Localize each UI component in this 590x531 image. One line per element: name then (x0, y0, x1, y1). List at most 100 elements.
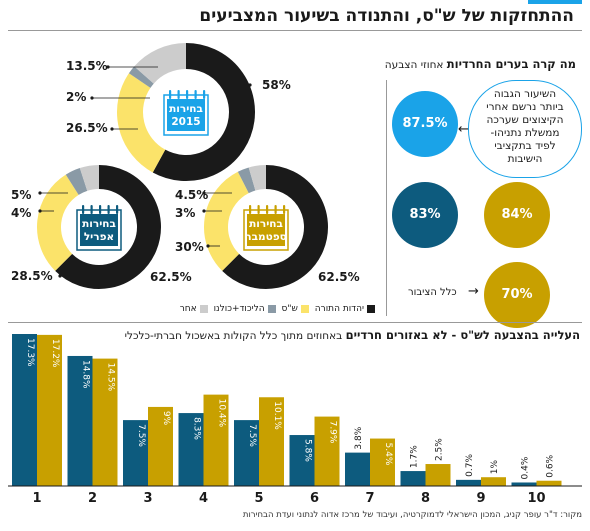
bar-value-label: 17.2% (50, 339, 60, 368)
public-arrow-icon: → (468, 284, 479, 299)
bar-dark-5 (234, 420, 259, 486)
bar-gold-1 (37, 334, 62, 486)
donut-april-likud-slice (65, 168, 88, 196)
calendar-label: 2015 (171, 116, 200, 128)
dapril-shas-label: 28.5% (11, 269, 53, 283)
source-note: מקור: ד"ר עופר קניג, המכון הישראלי לדמוק… (242, 510, 582, 520)
dapril-likud-label: 4% (11, 206, 32, 220)
bar-category-label: 7 (365, 491, 374, 506)
bar-value-label: 14.8% (81, 360, 91, 389)
legend-item-likud: הליכוד+כולנו (214, 304, 279, 314)
note-bubble (468, 80, 582, 178)
bar-gold-3 (148, 406, 173, 486)
d2015-utj-label: 58% (262, 78, 291, 92)
bar-dark-1 (12, 334, 37, 486)
turnout-september-circle: 84% (484, 182, 550, 248)
bar-value-label: 1% (490, 459, 500, 474)
leader-dot (38, 191, 42, 195)
title-rule (8, 30, 582, 31)
bar-value-label: 9% (161, 411, 171, 426)
bar-gold-8 (425, 464, 451, 486)
bar-dark-4 (178, 413, 204, 486)
bar-value-label: 2.5% (435, 438, 445, 461)
right-panel-heading-rest: אחוזי הצבעה (384, 59, 444, 71)
leader-dot (58, 274, 62, 278)
legend-label-shas: ש"ס (281, 304, 298, 314)
bar-dark-3 (123, 420, 148, 486)
donut-april-shas-slice (37, 174, 80, 271)
legend-label-utj: יהדות התורה (314, 304, 364, 314)
legend-swatch-utj (367, 304, 375, 313)
leader-dot (202, 191, 206, 195)
bar-value-label: 0.7% (465, 454, 475, 477)
note-line: ביותר נרשם אחרי (486, 101, 564, 113)
donut-april-other-slice (79, 165, 100, 191)
bar-category-label: 5 (254, 491, 263, 506)
dapril-other-label: 5% (11, 188, 32, 202)
bar-category-label: 8 (421, 491, 430, 506)
note-line: ממשלת נתניהו- (490, 127, 560, 139)
bar-category-label: 4 (199, 491, 208, 506)
dsept-other-label: 4.5% (175, 188, 209, 202)
bar-gold-6 (314, 416, 340, 486)
bar-gold-2 (92, 358, 118, 486)
legend-item-other: אחר (180, 304, 211, 314)
note-line: הקיצוצים שערכה (486, 114, 564, 126)
section-rule (8, 322, 582, 323)
bar-chart-heading-rest: באחוזים מתוך כלל הקולות באשכול חברתי-כלכ… (124, 330, 343, 342)
calendar-label: בחירות (249, 218, 283, 230)
legend-label-likud: הליכוד+כולנו (213, 304, 265, 314)
donut-september-other-slice (248, 165, 267, 191)
calendar-label: אפריל (84, 231, 114, 243)
d2015-likud-label: 2% (66, 90, 87, 104)
bar-value-label: 7.5% (136, 424, 146, 447)
donut-2015-likud-slice (128, 66, 154, 88)
bar-dark-2 (67, 355, 93, 486)
leader-dot (248, 83, 252, 87)
turnout-2015-circle: 87.5% (392, 91, 458, 157)
bar-gold-5 (259, 397, 284, 486)
donut-2015-other-slice (134, 43, 187, 85)
bar-category-label: 2 (88, 491, 97, 506)
bar-value-label: 10.1% (272, 401, 282, 430)
calendar-label: בחירות (82, 218, 116, 230)
bar-value-label: 0.6% (546, 454, 556, 477)
bar-category-label: 1 (32, 491, 41, 506)
bar-value-label: 7.5% (247, 424, 257, 447)
calendar-label: בחירות (169, 103, 203, 115)
dsept-utj-label: 62.5% (318, 270, 360, 284)
donut-2015-shas-slice (117, 73, 166, 173)
bar-value-label: 14.5% (106, 363, 116, 392)
bar-chart: 17.3% 17.2% 1 14.8% 14.5% 2 7.5% 9% 3 8.3% 10.4% 4 7… (8, 334, 582, 506)
bar-chart-heading: העלייה בהצבעה לש"ס - לא באזורים חרדיים ב… (125, 328, 580, 342)
bar-value-label: 10.4% (217, 399, 227, 428)
bar-value-label: 17.3% (25, 338, 35, 367)
leader-dot (38, 209, 42, 213)
bar-dark-8 (400, 471, 426, 486)
dapril-utj-label: 62.5% (150, 270, 192, 284)
leader-dot (90, 96, 94, 100)
legend-label-other: אחר (179, 304, 197, 314)
bar-dark-6 (289, 435, 315, 486)
bar-dark-7 (345, 452, 370, 486)
note-line: השיעור הגבוה (493, 88, 557, 100)
bar-value-label: 5.8% (303, 439, 313, 462)
bar-gold-10 (536, 480, 562, 486)
bar-value-label: 1.7% (410, 445, 420, 468)
legend-swatch-shas (300, 304, 309, 313)
bar-category-label: 3 (143, 491, 152, 506)
d2015-other-label: 13.5% (66, 59, 108, 73)
donut-september-likud-slice (237, 167, 256, 194)
public-label: כלל הציבור (408, 287, 457, 298)
panel-divider (386, 80, 387, 316)
leader-dot (110, 127, 114, 131)
right-panel-heading: מה קרה בערים החרדיות אחוזי הצבעה (385, 57, 576, 71)
public-label-text: כלל הציבור (408, 287, 457, 298)
bar-category-label: 10 (527, 491, 545, 506)
bar-chart-heading-bold: העלייה בהצבעה לש"ס - לא באזורים חרדיים (345, 328, 580, 342)
bar-dark-10 (511, 482, 537, 486)
legend-item-shas: ש"ס (282, 304, 312, 314)
